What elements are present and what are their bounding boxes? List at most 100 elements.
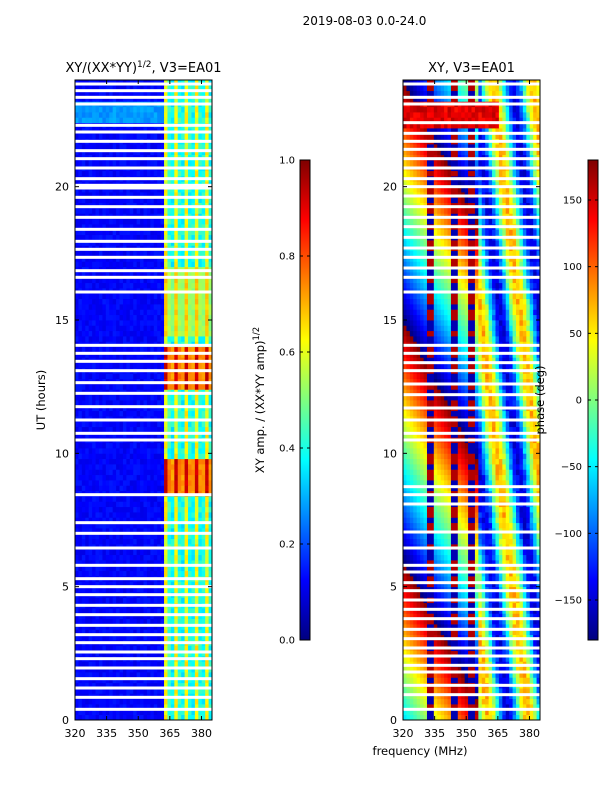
heatmap-cell [119,224,124,230]
heatmap-cell [95,218,100,225]
heatmap-cell [92,250,96,257]
heatmap-cell [98,282,103,289]
heatmap-cell [157,624,162,630]
heatmap-cell [157,650,162,657]
heatmap-cell [205,522,209,529]
heatmap-cell [92,714,96,720]
heatmap-cell [170,661,175,668]
heatmap-cell [164,218,168,225]
heatmap-cell [122,405,127,412]
heatmap-cell [208,485,212,492]
heatmap-cell [164,144,168,150]
heatmap-cell [150,533,155,540]
heatmap-cell [167,608,172,614]
heatmap-cell [143,112,148,118]
heatmap-cell [170,256,175,262]
heatmap-cell [81,485,86,492]
heatmap-cell [109,85,114,92]
heatmap-cell [191,698,196,705]
heatmap-cell [153,234,158,241]
heatmap-cell [150,538,155,545]
heatmap-cell [198,485,203,492]
heatmap-cell [208,170,212,177]
heatmap-cell [133,394,138,401]
heatmap-cell [177,570,182,577]
heatmap-cell [205,304,209,310]
heatmap-cell [126,112,131,118]
heatmap-cell [119,688,124,694]
heatmap-cell [75,261,79,268]
heatmap-cell [177,272,182,278]
heatmap-cell [201,624,206,630]
heatmap-cell [126,384,131,390]
heatmap-cell [140,608,144,614]
heatmap-cell [167,149,172,156]
heatmap-cell [146,682,151,689]
heatmap-cell [119,469,124,476]
heatmap-cell [174,501,179,508]
heatmap-cell [184,133,189,140]
heatmap-cell [112,538,117,545]
heatmap-cell [78,133,83,140]
amplitude-colorbar-bar [299,159,311,641]
heatmap-cell [194,528,199,534]
heatmap-cell [157,522,162,529]
heatmap-cell [437,714,442,720]
heatmap-cell [116,282,120,289]
heatmap-cell [205,240,209,246]
heatmap-cell [157,629,162,636]
heatmap-cell [201,645,206,652]
heatmap-cell [188,218,192,225]
heatmap-cell [126,480,131,486]
heatmap-cell [177,624,182,630]
heatmap-cell [109,538,114,545]
heatmap-cell [136,234,141,241]
heatmap-cell [191,224,196,230]
heatmap-cell [78,282,83,289]
heatmap-cell [191,336,196,342]
heatmap-cell [181,677,185,684]
heatmap-cell [160,234,165,241]
heatmap-cell [81,650,86,657]
heatmap-cell [136,666,141,673]
heatmap-cell [181,410,185,417]
heatmap-cell [164,384,168,390]
heatmap-cell [146,704,151,710]
heatmap-cell [198,554,203,561]
heatmap-cell [146,373,151,380]
heatmap-cell [92,320,96,326]
heatmap-cell [181,624,185,630]
heatmap-cell [129,560,134,566]
heatmap-cell [208,90,212,97]
heatmap-cell [133,170,138,177]
heatmap-cell [191,362,196,369]
heatmap-cell [140,218,144,225]
heatmap-cell [184,538,189,545]
heatmap-cell [88,405,93,412]
heatmap-cell [160,677,165,684]
heatmap-cell [126,261,131,268]
heatmap-cell [170,405,175,412]
heatmap-cell [95,709,100,716]
heatmap-cell [92,496,96,502]
heatmap-cell [160,85,165,92]
heatmap-cell [191,629,196,636]
heatmap-cell [112,608,117,614]
heatmap-cell [81,256,86,262]
heatmap-cell [208,618,212,625]
heatmap-cell [136,90,141,97]
heatmap-cell [88,634,93,641]
heatmap-cell [88,373,93,380]
heatmap-cell [119,336,124,342]
heatmap-cell [109,250,114,257]
heatmap-cell [191,410,196,417]
heatmap-cell [194,666,199,673]
heatmap-cell [184,517,189,524]
heatmap-cell [188,506,192,513]
heatmap-cell [167,565,172,572]
heatmap-cell [153,698,158,705]
heatmap-cell [81,464,86,470]
heatmap-cell [205,250,209,257]
heatmap-cell [136,117,141,124]
heatmap-cell [184,672,189,678]
